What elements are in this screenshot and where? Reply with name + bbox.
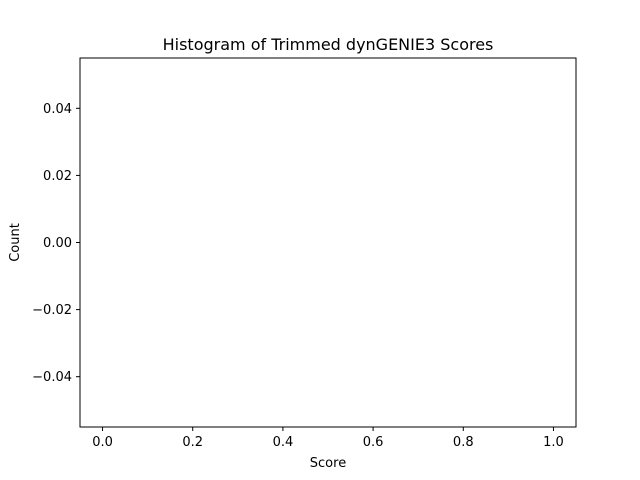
y-tick-label: 0.04 (43, 102, 72, 117)
y-tick-label: −0.04 (32, 370, 72, 385)
x-tick-label: 0.4 (273, 435, 294, 450)
x-axis-label: Score (310, 456, 346, 471)
y-tick-label: 0.00 (43, 236, 72, 251)
y-axis-ticks: 0.04 0.02 0.00 −0.02 −0.04 (32, 102, 80, 385)
x-tick-label: 0.0 (92, 435, 113, 450)
chart-title: Histogram of Trimmed dynGENIE3 Scores (163, 35, 494, 54)
x-tick-label: 1.0 (543, 435, 564, 450)
y-tick-label: −0.02 (32, 303, 72, 318)
y-axis-label: Count (8, 223, 23, 262)
x-tick-label: 0.6 (363, 435, 384, 450)
x-tick-label: 0.8 (453, 435, 474, 450)
y-tick-label: 0.02 (43, 169, 72, 184)
x-axis-ticks: 0.0 0.2 0.4 0.6 0.8 1.0 (92, 427, 564, 450)
x-tick-label: 0.2 (182, 435, 203, 450)
